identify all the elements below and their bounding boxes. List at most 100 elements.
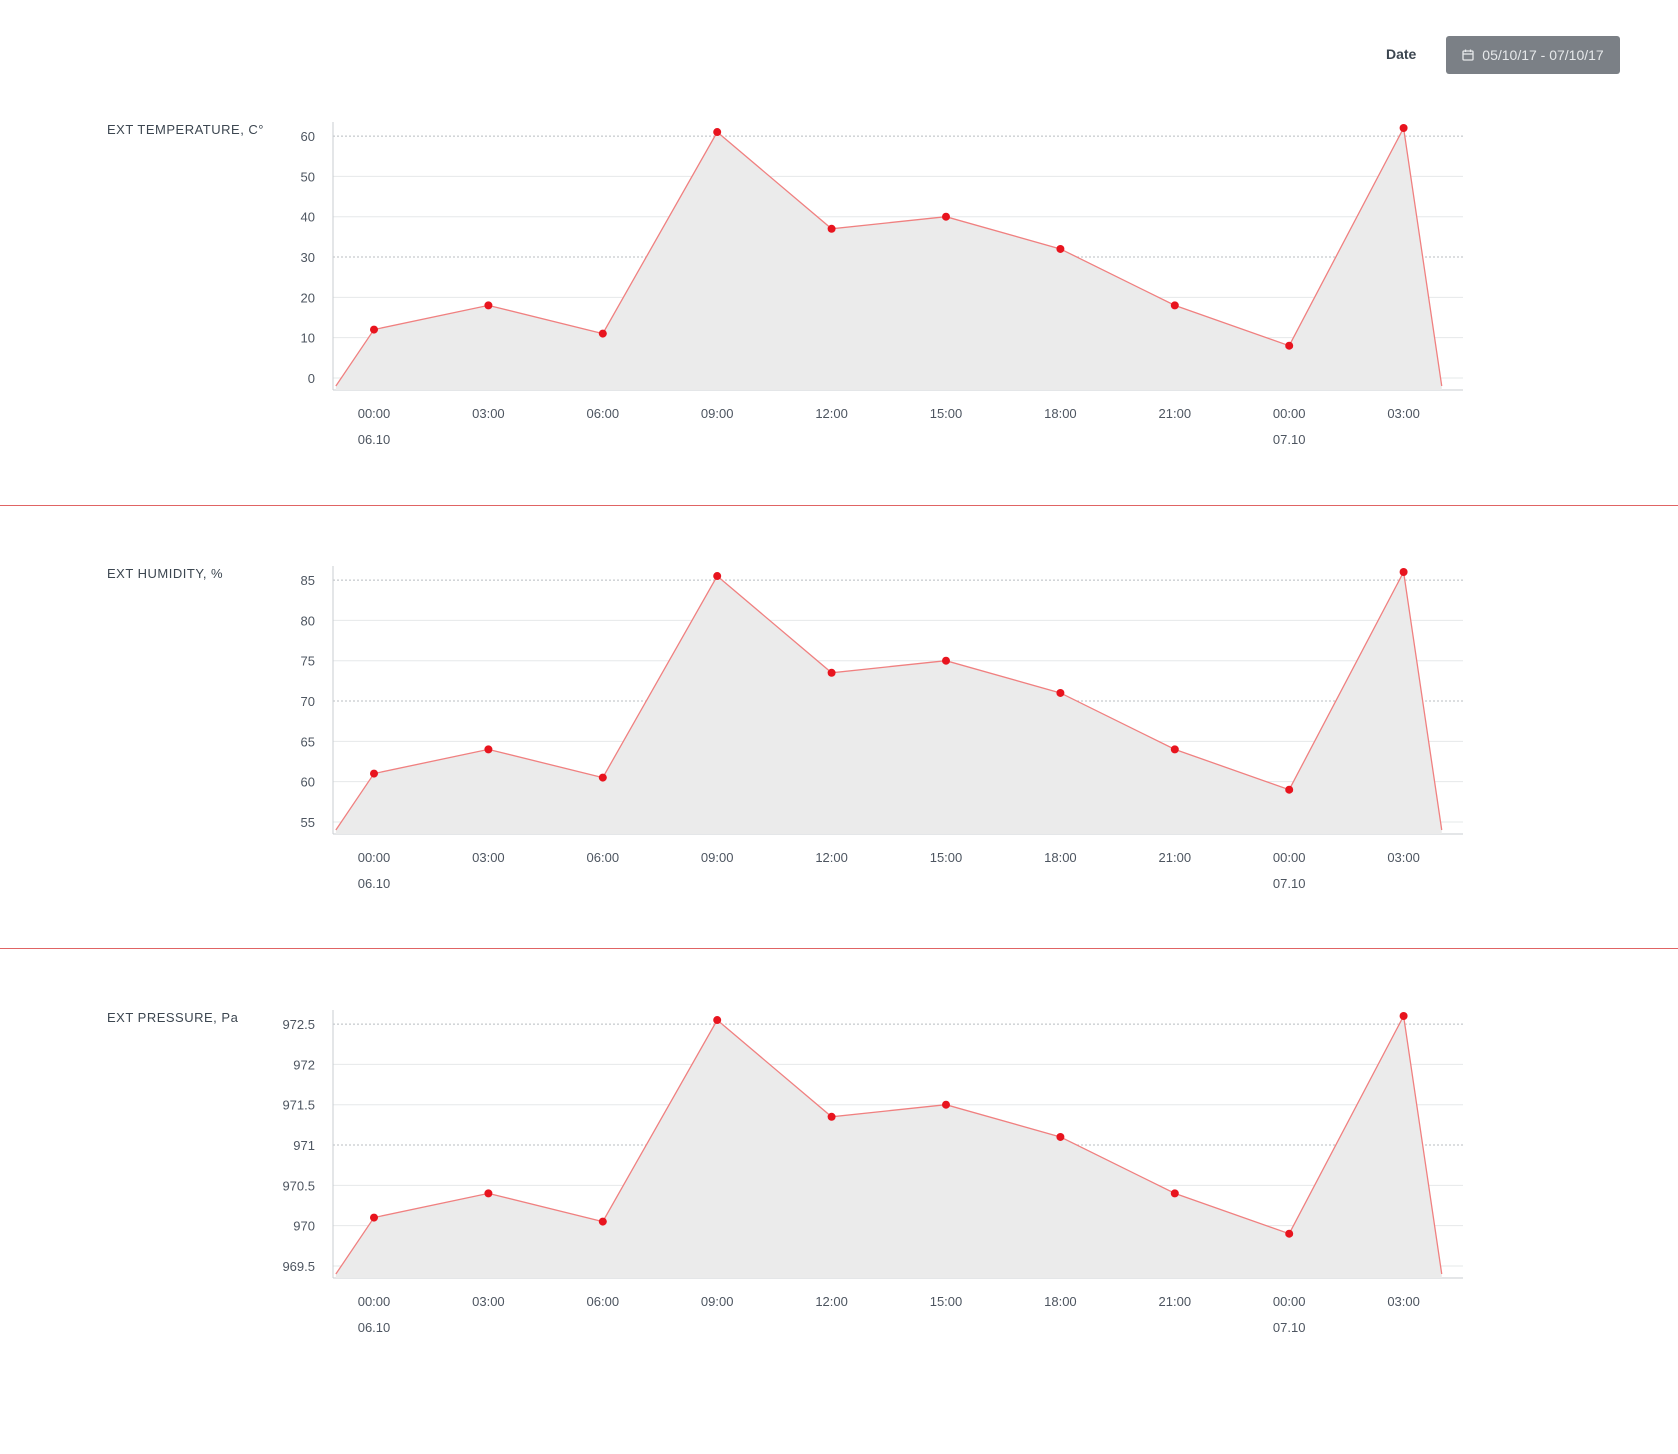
pressure-chart-title: EXT PRESSURE, Pa (107, 1010, 239, 1025)
data-point (1399, 568, 1408, 576)
x-tick-label: 12:00 (815, 1294, 848, 1309)
data-point (598, 773, 607, 782)
data-point (1399, 124, 1408, 132)
data-point (827, 1112, 836, 1121)
x-tick-label: 21:00 (1159, 850, 1192, 865)
humidity-chart-section: EXT HUMIDITY, % 55 60 65 70 75 80 85 00:00 06.10… (0, 566, 1678, 1010)
x-tick-label: 06:00 (587, 406, 620, 421)
y-tick-label: 971 (293, 1138, 315, 1153)
x-tick-label: 03:00 (472, 850, 505, 865)
series-line (335, 125, 1443, 387)
data-point (942, 656, 950, 665)
x-tick-label: 06:00 (587, 850, 620, 865)
data-point (1285, 341, 1294, 350)
pressure-chart-section: EXT PRESSURE, Pa 969.5 970 970.5 971 971.5 97… (0, 1010, 1678, 1454)
data-point (484, 301, 493, 310)
x-tick-label: 09:00 (701, 850, 734, 865)
data-point (1170, 301, 1179, 310)
x-tick-label: 09:00 (701, 406, 734, 421)
data-point (1170, 1189, 1179, 1198)
series-area (335, 128, 1442, 390)
section-divider (0, 948, 1678, 949)
x-tick-label: 00:00 (1273, 406, 1306, 421)
temperature-chart-section: EXT TEMPERATURE, C° 0 10 20 30 40 50 60 00:00 06… (0, 122, 1678, 566)
y-tick-label: 969.5 (282, 1259, 315, 1274)
section-divider (0, 505, 1678, 506)
x-tick-label: 12:00 (815, 406, 848, 421)
x-tick-label: 03:00 (1387, 1294, 1420, 1309)
y-tick-label: 80 (301, 613, 315, 628)
data-point (713, 572, 722, 581)
x-tick-label: 18:00 (1044, 1294, 1077, 1309)
x-date-label: 06.10 (358, 876, 391, 891)
data-point (370, 769, 378, 778)
y-tick-label: 40 (301, 210, 315, 225)
x-tick-label: 03:00 (1387, 406, 1420, 421)
series-area (335, 1016, 1442, 1278)
x-tick-label: 18:00 (1044, 850, 1077, 865)
x-tick-label: 09:00 (701, 1294, 734, 1309)
series-area (335, 572, 1442, 834)
x-tick-label: 21:00 (1159, 406, 1192, 421)
x-date-label: 06.10 (358, 432, 391, 447)
humidity-chart-title: EXT HUMIDITY, % (107, 566, 224, 581)
date-range-text: 05/10/17 - 07/10/17 (1482, 47, 1604, 63)
x-tick-label: 00:00 (358, 1294, 391, 1309)
y-tick-label: 970.5 (282, 1178, 315, 1193)
y-tick-label: 60 (301, 775, 315, 790)
y-tick-label: 0 (308, 371, 315, 386)
data-point (1285, 1229, 1294, 1238)
temperature-chart: 0 10 20 30 40 50 60 00:00 06.10 03:00 06:00 09:00 12… (301, 122, 1463, 447)
data-point (370, 325, 378, 334)
x-date-label: 06.10 (358, 1320, 391, 1335)
data-point (942, 1100, 950, 1109)
data-point (1170, 745, 1179, 754)
series-line (335, 1013, 1443, 1275)
x-tick-label: 15:00 (930, 406, 963, 421)
y-tick-label: 85 (301, 573, 315, 588)
data-point (827, 668, 836, 677)
date-range-button[interactable]: 05/10/17 - 07/10/17 (1446, 36, 1620, 74)
x-tick-label: 00:00 (358, 406, 391, 421)
x-tick-label: 00:00 (1273, 850, 1306, 865)
x-date-label: 07.10 (1273, 1320, 1306, 1335)
temperature-chart-title: EXT TEMPERATURE, C° (107, 122, 265, 137)
x-tick-label: 18:00 (1044, 406, 1077, 421)
y-tick-label: 20 (301, 290, 315, 305)
data-point (1056, 688, 1065, 697)
y-tick-label: 972.5 (282, 1017, 315, 1032)
y-tick-label: 75 (301, 654, 315, 669)
x-tick-label: 12:00 (815, 850, 848, 865)
data-point (1399, 1012, 1408, 1020)
data-point (370, 1213, 378, 1222)
y-tick-label: 30 (301, 250, 315, 265)
calendar-icon (1462, 49, 1474, 61)
y-tick-label: 972 (293, 1057, 315, 1072)
y-tick-label: 70 (301, 694, 315, 709)
data-point (1285, 785, 1294, 794)
x-date-label: 07.10 (1273, 876, 1306, 891)
series-line (335, 569, 1443, 831)
data-point (1056, 1132, 1065, 1141)
data-point (598, 329, 607, 338)
pressure-chart: 969.5 970 970.5 971 971.5 972 972.5 00:00 06.10 0… (282, 1010, 1463, 1335)
data-point (942, 212, 950, 221)
data-point (484, 745, 493, 754)
data-point (713, 1016, 722, 1025)
x-tick-label: 03:00 (472, 1294, 505, 1309)
date-label: Date (1386, 46, 1417, 62)
y-tick-label: 65 (301, 734, 315, 749)
y-tick-label: 50 (301, 169, 315, 184)
data-point (598, 1217, 607, 1226)
y-tick-label: 971.5 (282, 1098, 315, 1113)
x-tick-label: 00:00 (358, 850, 391, 865)
x-tick-label: 15:00 (930, 850, 963, 865)
data-point (827, 224, 836, 233)
x-tick-label: 03:00 (1387, 850, 1420, 865)
y-tick-label: 10 (301, 331, 315, 346)
x-tick-label: 00:00 (1273, 1294, 1306, 1309)
humidity-chart: 55 60 65 70 75 80 85 00:00 06.10 03:00 06:00 09:00 1… (301, 566, 1463, 891)
x-tick-label: 03:00 (472, 406, 505, 421)
x-date-label: 07.10 (1273, 432, 1306, 447)
y-tick-label: 970 (293, 1219, 315, 1234)
